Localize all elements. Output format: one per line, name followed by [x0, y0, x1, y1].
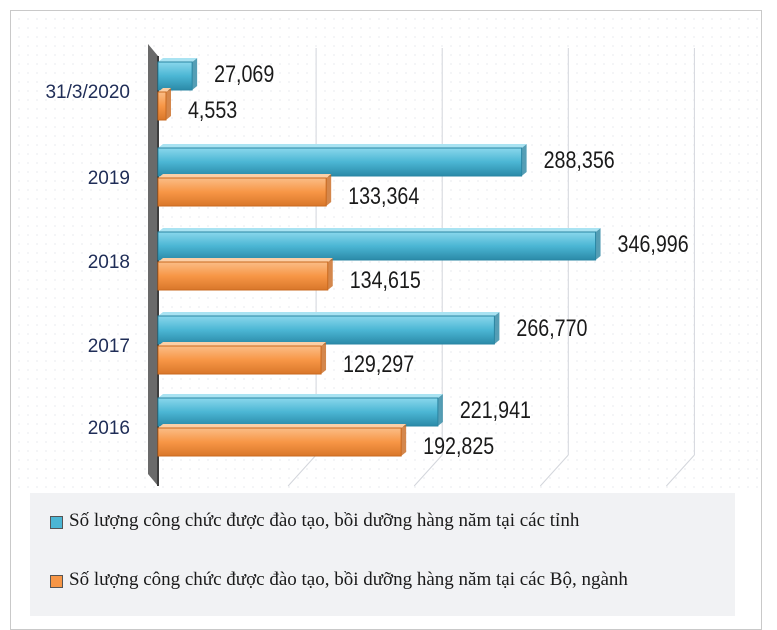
bar-side	[166, 88, 171, 120]
gridline-floor	[413, 454, 443, 487]
bar-side	[321, 342, 327, 374]
bar-side	[494, 312, 500, 344]
bar-provinces-4	[157, 394, 443, 427]
bar-provinces-1	[157, 144, 527, 177]
bar-side	[437, 394, 443, 426]
data-label: 4,553	[188, 96, 237, 123]
bar-face	[157, 261, 329, 291]
bar-provinces-2	[157, 228, 601, 261]
legend-label: Số lượng công chức được đào tạo, bồi dưỡ…	[69, 569, 628, 590]
bar-top	[158, 342, 327, 346]
category-label: 2019	[88, 168, 130, 189]
bar-provinces-0	[157, 58, 198, 91]
gridline-floor	[287, 454, 317, 487]
bar-top	[158, 424, 407, 428]
bar-face	[157, 147, 523, 177]
data-label: 288,356	[544, 146, 615, 173]
bar-ministries-0	[157, 88, 171, 121]
data-label: 133,364	[348, 182, 419, 209]
legend-item-provinces: Số lượng công chức được đào tạo, bồi dưỡ…	[30, 509, 719, 533]
legend-label: Số lượng công chức được đào tạo, bồi dưỡ…	[69, 510, 580, 531]
bar-side	[192, 58, 198, 90]
bar-top	[158, 394, 443, 398]
bar-top	[158, 144, 527, 148]
category-label: 2016	[88, 418, 130, 439]
bar-ministries-1	[157, 174, 332, 207]
data-label: 134,615	[350, 266, 421, 293]
bar-side	[521, 144, 527, 176]
axis-wall	[148, 44, 158, 486]
bar-top	[158, 228, 601, 232]
bar-face	[157, 427, 402, 457]
bar-face	[157, 91, 167, 121]
legend-swatch-blue	[50, 516, 63, 529]
bar-top	[158, 58, 198, 62]
bar-side	[327, 258, 333, 290]
bar-chart: 27,069 4,553 288,356 133,364 346,996 134,615 2…	[11, 11, 761, 491]
gridline-floor	[666, 454, 695, 487]
bar-ministries-4	[157, 424, 407, 457]
legend-swatch-orange	[50, 575, 63, 588]
data-label: 266,770	[516, 314, 587, 341]
legend: Số lượng công chức được đào tạo, bồi dưỡ…	[30, 493, 735, 616]
bar-face	[157, 231, 597, 261]
data-label: 346,996	[618, 230, 689, 257]
bar-side	[595, 228, 601, 260]
data-label: 129,297	[343, 350, 414, 377]
bar-face	[157, 345, 322, 375]
bar-top	[158, 174, 332, 178]
bar-ministries-2	[157, 258, 333, 291]
bar-top	[158, 312, 500, 316]
bar-side	[326, 174, 332, 206]
bar-provinces-3	[157, 312, 500, 345]
category-label: 31/3/2020	[45, 82, 130, 103]
bar-side	[401, 424, 407, 456]
category-label: 2018	[88, 252, 130, 273]
gridline-floor	[539, 454, 569, 487]
bar-face	[157, 61, 193, 91]
legend-item-ministries: Số lượng công chức được đào tạo, bồi dưỡ…	[30, 568, 719, 592]
data-label: 192,825	[423, 432, 494, 459]
bar-top	[158, 258, 333, 262]
data-label: 27,069	[214, 60, 274, 87]
category-label: 2017	[88, 336, 130, 357]
bar-ministries-3	[157, 342, 327, 375]
bar-face	[157, 397, 439, 427]
data-label: 221,941	[460, 396, 531, 423]
bar-face	[157, 177, 327, 207]
bar-face	[157, 315, 495, 345]
bar-top	[158, 88, 171, 92]
